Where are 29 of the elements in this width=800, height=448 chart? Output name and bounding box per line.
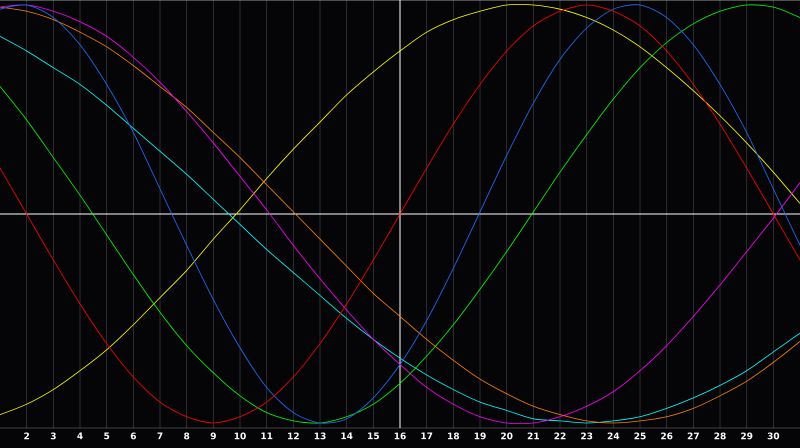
x-tick-label: 8	[184, 432, 190, 440]
x-tick-label: 30	[768, 432, 780, 440]
x-tick-label: 21	[528, 432, 539, 440]
x-tick-label: 25	[634, 432, 646, 440]
x-tick-label: 22	[554, 432, 566, 440]
x-tick-label: 16	[394, 432, 406, 440]
x-tick-label: 2	[24, 432, 30, 440]
x-tick-label: 6	[130, 432, 136, 440]
x-tick-label: 26	[661, 432, 672, 440]
x-tick-label: 24	[608, 432, 620, 440]
x-tick-label: 14	[341, 432, 353, 440]
x-tick-label: 18	[448, 432, 460, 440]
x-tick-label: 29	[741, 432, 752, 440]
x-tick-label: 5	[104, 432, 110, 440]
x-tick-label: 13	[314, 432, 326, 440]
x-tick-label: 19	[474, 432, 486, 440]
x-tick-label: 23	[581, 432, 592, 440]
x-tick-label: 20	[501, 432, 513, 440]
x-tick-label: 4	[77, 432, 83, 440]
x-tick-label: 10	[234, 432, 246, 440]
x-tick-label: 28	[714, 432, 726, 440]
x-tick-label: 17	[421, 432, 432, 440]
x-tick-label: 12	[288, 432, 299, 440]
x-tick-label: 9	[210, 432, 216, 440]
x-tick-label: 11	[261, 432, 272, 440]
x-tick-label: 3	[50, 432, 56, 440]
x-tick-label: 15	[368, 432, 379, 440]
x-tick-label: 27	[688, 432, 699, 440]
x-tick-label: 7	[157, 432, 162, 440]
